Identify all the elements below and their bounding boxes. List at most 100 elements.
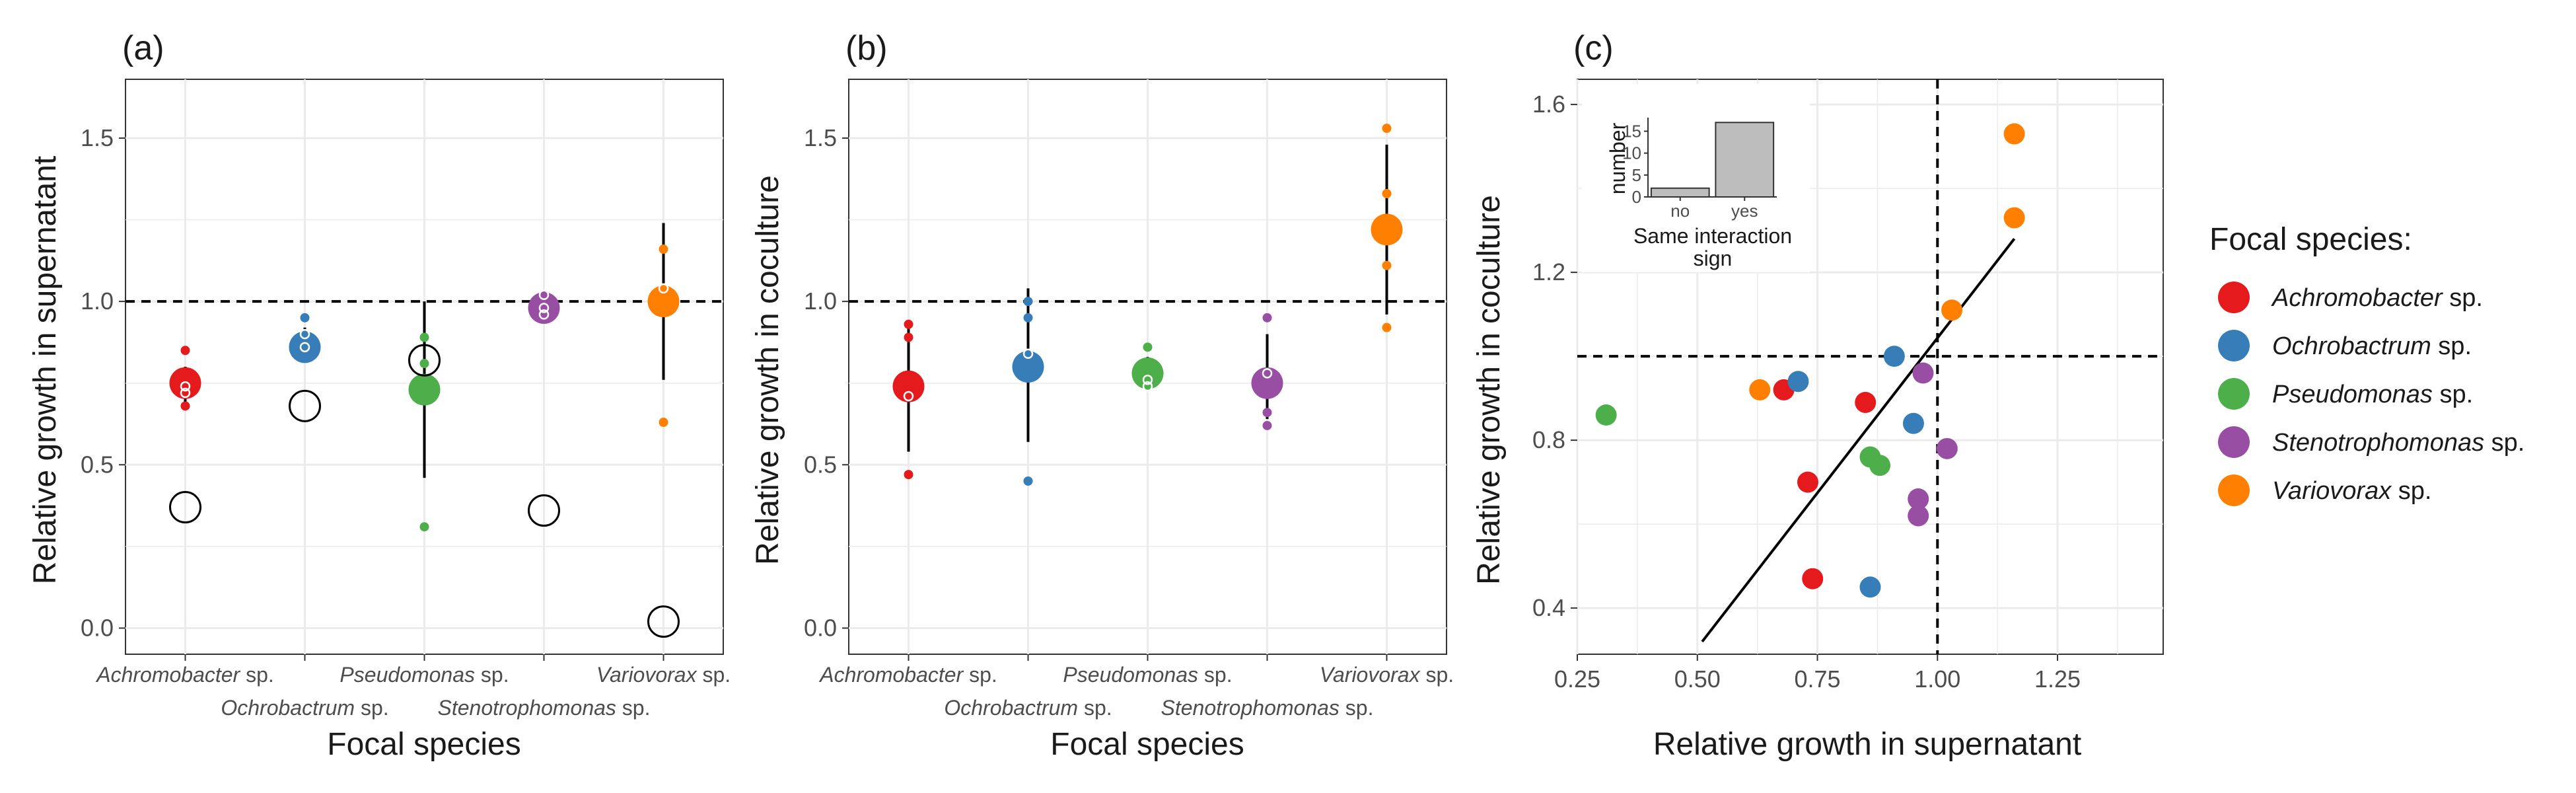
x-tick-label: Ochrobactrum sp. <box>221 696 388 720</box>
replicate-point-overlay <box>538 303 550 313</box>
mean-point <box>528 292 560 324</box>
expected-open-circle <box>528 494 560 527</box>
x-tick-label: Achromobacter sp. <box>818 663 997 687</box>
x-tick-label: 0.25 <box>1554 665 1600 693</box>
panel-a-label: (a) <box>122 29 164 67</box>
replicate-point <box>419 522 429 532</box>
panel-b-x-ticks: Achromobacter sp.Ochrobactrum sp.Pseudom… <box>818 654 1454 720</box>
expected-open-circle <box>647 605 680 638</box>
legend-label-ochrobactrum: Ochrobactrum sp. <box>2272 332 2472 360</box>
mean-point <box>647 285 680 318</box>
legend-label-suffix: sp. <box>2391 477 2431 505</box>
expected-open-circle <box>408 344 441 377</box>
replicate-point <box>1023 313 1033 322</box>
inset-x-axis-title-line2: sign <box>1694 246 1733 270</box>
x-tick-genus: Stenotrophomonas <box>438 696 616 720</box>
expected-open-circle <box>289 389 321 422</box>
x-tick-suffix: sp. <box>963 663 997 687</box>
replicate-point <box>659 418 668 428</box>
replicate-point-overlay <box>903 391 914 402</box>
x-tick-suffix: sp. <box>1420 663 1454 687</box>
scatter-point-ochrobactrum <box>1787 371 1809 393</box>
x-tick-suffix: sp. <box>1198 663 1233 687</box>
y-tick-label: 1.0 <box>804 287 837 315</box>
x-tick-label: Stenotrophomonas sp. <box>438 696 651 720</box>
panel-c-marks <box>1595 123 2025 643</box>
expected-open-circle <box>169 491 201 524</box>
x-tick-label: Variovorax sp. <box>1320 663 1454 687</box>
x-tick-label: 1.00 <box>1914 665 1960 693</box>
replicate-point-overlay <box>299 328 310 340</box>
scatter-point-ochrobactrum <box>1859 576 1881 598</box>
x-tick-genus: Pseudomonas <box>1063 663 1198 687</box>
replicate-point <box>1262 313 1272 322</box>
x-tick-suffix: sp. <box>1340 696 1374 720</box>
x-tick-label: 0.75 <box>1794 665 1840 693</box>
panel-a-grid <box>125 79 724 655</box>
legend-label-pseudomonas: Pseudomonas sp. <box>2272 381 2473 408</box>
legend-key-ochrobactrum <box>2218 330 2250 361</box>
inset-y-axis-title: number <box>1606 122 1629 194</box>
scatter-point-variovorax <box>2003 123 2025 145</box>
x-tick-label: Variovorax sp. <box>596 663 731 687</box>
x-tick-genus: Variovorax <box>596 663 698 687</box>
legend-label-genus: Variovorax <box>2272 477 2392 505</box>
inset-x-tick-label: yes <box>1731 201 1758 221</box>
y-tick-label: 1.6 <box>1532 91 1565 118</box>
mean-point <box>1131 357 1164 389</box>
replicate-point <box>1023 476 1033 486</box>
scatter-point-stenotrophomonas <box>1912 362 1934 384</box>
inset-bar-no <box>1650 187 1710 198</box>
replicate-point <box>904 319 913 329</box>
y-tick-label: 0.5 <box>804 451 837 478</box>
panel-b-label: (b) <box>845 29 888 67</box>
replicate-point-overlay <box>1142 375 1153 385</box>
inset-bar-yes <box>1715 122 1775 198</box>
x-tick-genus: Achromobacter <box>95 663 240 687</box>
inset-x-tick-label: no <box>1670 201 1690 221</box>
x-tick-genus: Pseudomonas <box>340 663 475 687</box>
scatter-point-pseudomonas <box>1595 404 1617 426</box>
replicate-point <box>1382 322 1392 332</box>
x-tick-genus: Achromobacter <box>818 663 964 687</box>
legend-label-suffix: sp. <box>2433 381 2473 408</box>
replicate-point-overlay <box>299 342 310 353</box>
replicate-point <box>1382 124 1392 133</box>
y-tick-label: 0.0 <box>81 614 114 641</box>
panel-a: 0.00.51.01.5 Achromobacter sp.Ochrobactr… <box>28 29 731 762</box>
mean-point <box>892 370 925 402</box>
y-tick-label: 0.8 <box>1532 426 1565 453</box>
replicate-point <box>419 332 429 342</box>
replicate-point <box>180 346 190 356</box>
replicate-point-overlay <box>1262 368 1273 379</box>
legend-key-achromobacter <box>2218 282 2250 313</box>
y-tick-label: 0.0 <box>804 614 837 641</box>
scatter-point-stenotrophomonas <box>1908 488 1929 510</box>
legend-label-stenotrophomonas: Stenotrophomonas sp. <box>2272 429 2524 457</box>
x-tick-label: Achromobacter sp. <box>95 663 274 687</box>
legend-label-genus: Pseudomonas <box>2272 381 2433 408</box>
replicate-point-overlay <box>1022 348 1034 359</box>
y-tick-label: 1.5 <box>804 124 837 151</box>
replicate-point <box>1382 260 1392 270</box>
panel-a-marks <box>169 223 680 638</box>
x-tick-suffix: sp. <box>616 696 651 720</box>
panel-a-x-axis-title: Focal species <box>327 727 520 762</box>
panel-b-marks <box>892 124 1403 486</box>
x-tick-label: Pseudomonas sp. <box>1063 663 1232 687</box>
legend-label-suffix: sp. <box>2443 284 2483 312</box>
inset-x-axis-title-line1: Same interaction <box>1633 224 1792 248</box>
legend-label-achromobacter: Achromobacter sp. <box>2271 284 2483 312</box>
replicate-point <box>904 332 913 342</box>
mean-point <box>169 367 201 399</box>
inset-y-tick-label: 10 <box>1622 143 1641 163</box>
replicate-point-overlay <box>180 381 191 392</box>
panel-b: 0.0 0.5 1.0 1.5 Achromobacter sp.Ochrobactr… <box>750 29 1454 762</box>
panel-a-x-ticks: Achromobacter sp. Ochrobactrum sp. Pseudom… <box>95 654 731 720</box>
legend-label-genus: Ochrobactrum <box>2272 332 2431 360</box>
mean-point <box>1012 351 1044 383</box>
x-tick-suffix: sp. <box>240 663 274 687</box>
legend-key-pseudomonas <box>2218 378 2250 410</box>
x-tick-genus: Variovorax <box>1320 663 1421 687</box>
